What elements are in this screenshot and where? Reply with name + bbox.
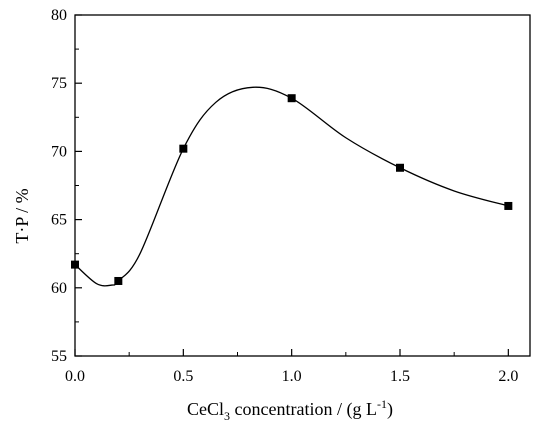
- labels-layer: 0.0 0.5 1.0 1.5 2.0 55 60 65 70 75 80: [51, 7, 518, 385]
- y-tick-label: 80: [51, 7, 67, 24]
- y-axis-title: T·P / %: [12, 188, 32, 243]
- y-tick-label: 55: [51, 348, 67, 365]
- x-tick-label: 0.0: [65, 368, 85, 385]
- data-point-marker: [179, 144, 188, 153]
- x-tick-label: 2.0: [498, 368, 518, 385]
- x-tick-label: 0.5: [173, 368, 193, 385]
- x-axis-title-part: concentration / (g L: [230, 399, 377, 420]
- data-point-marker: [114, 276, 123, 285]
- y-tick-label: 75: [51, 75, 67, 92]
- data-point-marker: [287, 94, 296, 103]
- data-point-marker: [504, 201, 513, 210]
- ticks-layer: [74, 14, 509, 357]
- y-tick-label: 65: [51, 212, 67, 229]
- data-point-marker: [396, 163, 404, 172]
- y-tick-label: 70: [51, 143, 67, 160]
- x-axis-title-subscript: 3: [224, 409, 230, 423]
- x-axis-title-part: ): [387, 399, 393, 420]
- x-tick-label: 1.0: [282, 368, 302, 385]
- y-tick-label: 60: [51, 280, 67, 297]
- x-axis-title-superscript: -1: [377, 397, 387, 411]
- x-axis-title: CeCl3 concentration / (g L-1): [187, 397, 393, 423]
- plot-frame: [74, 14, 531, 357]
- markers-layer: [71, 94, 513, 285]
- x-tick-label: 1.5: [390, 368, 410, 385]
- x-axis-title-part: CeCl: [187, 399, 224, 419]
- series-curve: [74, 86, 509, 287]
